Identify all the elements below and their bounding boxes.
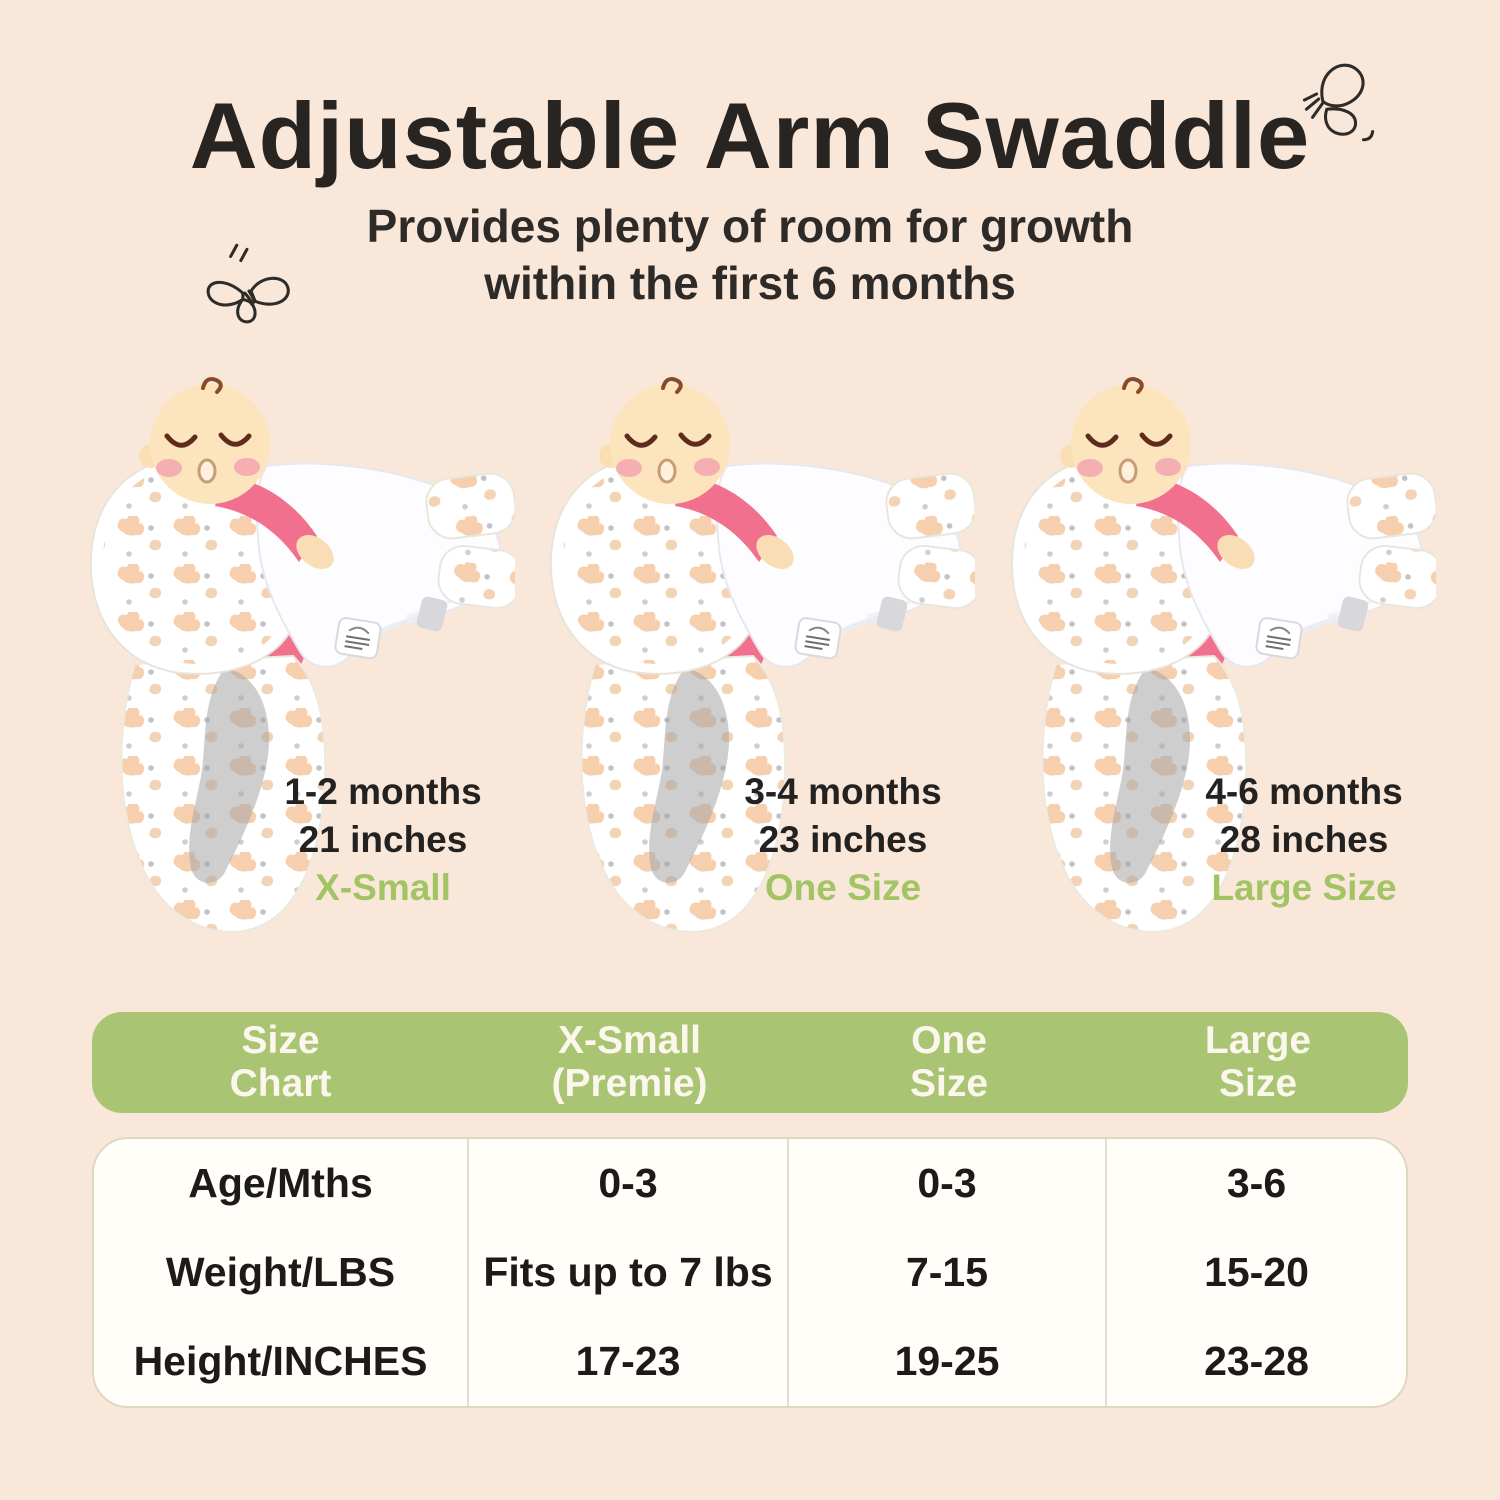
size-chart-table: Age/Mths 0-3 0-3 3-6 Weight/LBS Fits up … bbox=[92, 1137, 1408, 1408]
size-label: Large Size bbox=[1211, 867, 1397, 909]
header-cell-size-chart: Size Chart bbox=[92, 1018, 469, 1106]
months-label: 1-2 months bbox=[284, 771, 482, 812]
table-cell: 7-15 bbox=[789, 1228, 1107, 1317]
subtitle-line-1: Provides plenty of room for growth bbox=[366, 200, 1134, 252]
size-chart-header: Size Chart X-Small (Premie) One Size Lar… bbox=[92, 1012, 1408, 1113]
table-cell: 0-3 bbox=[789, 1139, 1107, 1228]
size-label: X-Small bbox=[315, 867, 451, 909]
header-line: Size bbox=[1218, 1061, 1298, 1105]
length-label: 23 inches bbox=[758, 819, 928, 861]
row-label-height: Height/INCHES bbox=[94, 1317, 469, 1406]
table-cell: 3-6 bbox=[1226, 1160, 1287, 1206]
size-label: One Size bbox=[764, 867, 922, 909]
length-label: 21 inches bbox=[298, 819, 468, 861]
length-label: 28 inches bbox=[1219, 819, 1389, 861]
row-label-age: Age/Mths bbox=[94, 1139, 469, 1228]
header-line: One bbox=[911, 1018, 987, 1062]
butterfly-icon bbox=[1302, 63, 1375, 142]
table-cell: 19-25 bbox=[789, 1317, 1107, 1406]
butterfly-icon bbox=[206, 243, 290, 324]
header-line: Chart bbox=[229, 1061, 332, 1105]
header-line: Size bbox=[909, 1061, 989, 1105]
table-cell: 0-3 bbox=[469, 1139, 789, 1228]
months-label: 4-6 months bbox=[1205, 771, 1403, 812]
header-line: (Premie) bbox=[551, 1061, 708, 1105]
header-cell-large-size: Large Size bbox=[1108, 1018, 1408, 1106]
swaddle-figure-onesize: 3-4 months 23 inches One Size bbox=[515, 372, 975, 957]
header-cell-xsmall: X-Small (Premie) bbox=[469, 1018, 790, 1106]
table-cell: 17-23 bbox=[469, 1317, 789, 1406]
months-label: 3-4 months bbox=[744, 771, 942, 812]
page-subtitle: Provides plenty of room for growth withi… bbox=[0, 198, 1500, 312]
header-line: Size bbox=[241, 1018, 320, 1062]
swaddle-figure-xsmall: 1-2 months 21 inches X-Small bbox=[55, 372, 515, 957]
header-line: Large bbox=[1204, 1018, 1312, 1062]
swaddle-label: 3-4 months 23 inches One Size bbox=[701, 768, 985, 912]
row-label-weight: Weight/LBS bbox=[94, 1228, 469, 1317]
subtitle-line-2: within the first 6 months bbox=[484, 257, 1016, 310]
header-cell-one-size: One Size bbox=[790, 1018, 1108, 1106]
table-cell: Fits up to 7 lbs bbox=[469, 1228, 789, 1317]
table-cell: 23-28 bbox=[1204, 1338, 1309, 1384]
swaddle-figure-large: 4-6 months 28 inches Large Size bbox=[976, 372, 1436, 957]
swaddle-label: 1-2 months 21 inches X-Small bbox=[241, 768, 525, 912]
swaddle-label: 4-6 months 28 inches Large Size bbox=[1162, 768, 1446, 912]
page-title: Adjustable Arm Swaddle bbox=[189, 83, 1311, 188]
header-line: X-Small bbox=[557, 1018, 702, 1062]
table-cell: 15-20 bbox=[1204, 1249, 1309, 1295]
